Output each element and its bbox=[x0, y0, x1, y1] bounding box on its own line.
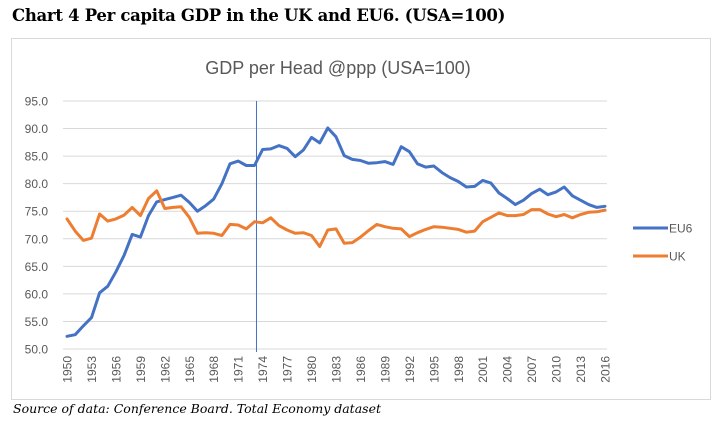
x-tick-label: 1959 bbox=[134, 356, 148, 383]
x-tick-label: 1968 bbox=[207, 356, 221, 383]
y-tick-label: 90.0 bbox=[25, 122, 49, 136]
legend: EU6 UK bbox=[633, 222, 693, 264]
x-tick-label: 2010 bbox=[550, 356, 564, 383]
series-line-eu6 bbox=[65, 126, 607, 338]
chart-title: GDP per Head @ppp (USA=100) bbox=[205, 58, 471, 78]
series-lines bbox=[65, 126, 607, 338]
source-note: Source of data: Conference Board. Total … bbox=[13, 401, 381, 416]
x-tick-label: 1983 bbox=[330, 356, 344, 383]
y-tick-label: 95.0 bbox=[25, 95, 49, 109]
x-tick-label: 1950 bbox=[61, 356, 75, 383]
x-tick-label: 1998 bbox=[452, 356, 466, 383]
y-tick-label: 60.0 bbox=[25, 287, 49, 301]
x-tick-label: 1977 bbox=[281, 356, 295, 383]
y-tick-label: 75.0 bbox=[25, 205, 49, 219]
x-tick-label: 1980 bbox=[305, 356, 319, 383]
x-tick-label: 1953 bbox=[85, 356, 99, 383]
series-line-uk bbox=[65, 189, 607, 248]
x-tick-label: 1956 bbox=[109, 356, 123, 383]
y-tick-label: 85.0 bbox=[25, 150, 49, 164]
legend-label-uk: UK bbox=[669, 250, 686, 264]
x-tick-label: 1971 bbox=[232, 356, 246, 383]
x-tick-label: 1989 bbox=[378, 356, 392, 383]
x-tick-label: 2013 bbox=[574, 356, 588, 383]
x-tick-label: 1992 bbox=[403, 356, 417, 383]
chart-heading: Chart 4 Per capita GDP in the UK and EU6… bbox=[12, 6, 506, 25]
x-tick-label: 2016 bbox=[599, 356, 613, 383]
x-tick-label: 1965 bbox=[183, 356, 197, 383]
x-tick-label: 1986 bbox=[354, 356, 368, 383]
x-tick-label: 2004 bbox=[501, 356, 515, 383]
y-tick-label: 50.0 bbox=[25, 343, 49, 357]
legend-label-eu6: EU6 bbox=[669, 222, 693, 236]
y-tick-label: 65.0 bbox=[25, 260, 49, 274]
x-tick-label: 2007 bbox=[525, 356, 539, 383]
x-axis-ticks: 1950 1953 1956 1959 1962 1965 1968 1971 1974 1977… bbox=[61, 356, 613, 383]
y-tick-label: 55.0 bbox=[25, 315, 49, 329]
y-axis-ticks: 50.0 55.0 60.0 65.0 70.0 75.0 80.0 85.0 90.0 95.0 bbox=[25, 95, 49, 357]
x-tick-label: 2001 bbox=[476, 356, 490, 383]
gridlines bbox=[63, 100, 607, 350]
x-tick-label: 1995 bbox=[427, 356, 441, 383]
x-tick-label: 1962 bbox=[158, 356, 172, 383]
chart-frame bbox=[11, 38, 711, 400]
y-tick-label: 70.0 bbox=[25, 232, 49, 246]
x-tick-label: 1974 bbox=[256, 356, 270, 383]
y-tick-label: 80.0 bbox=[25, 177, 49, 191]
